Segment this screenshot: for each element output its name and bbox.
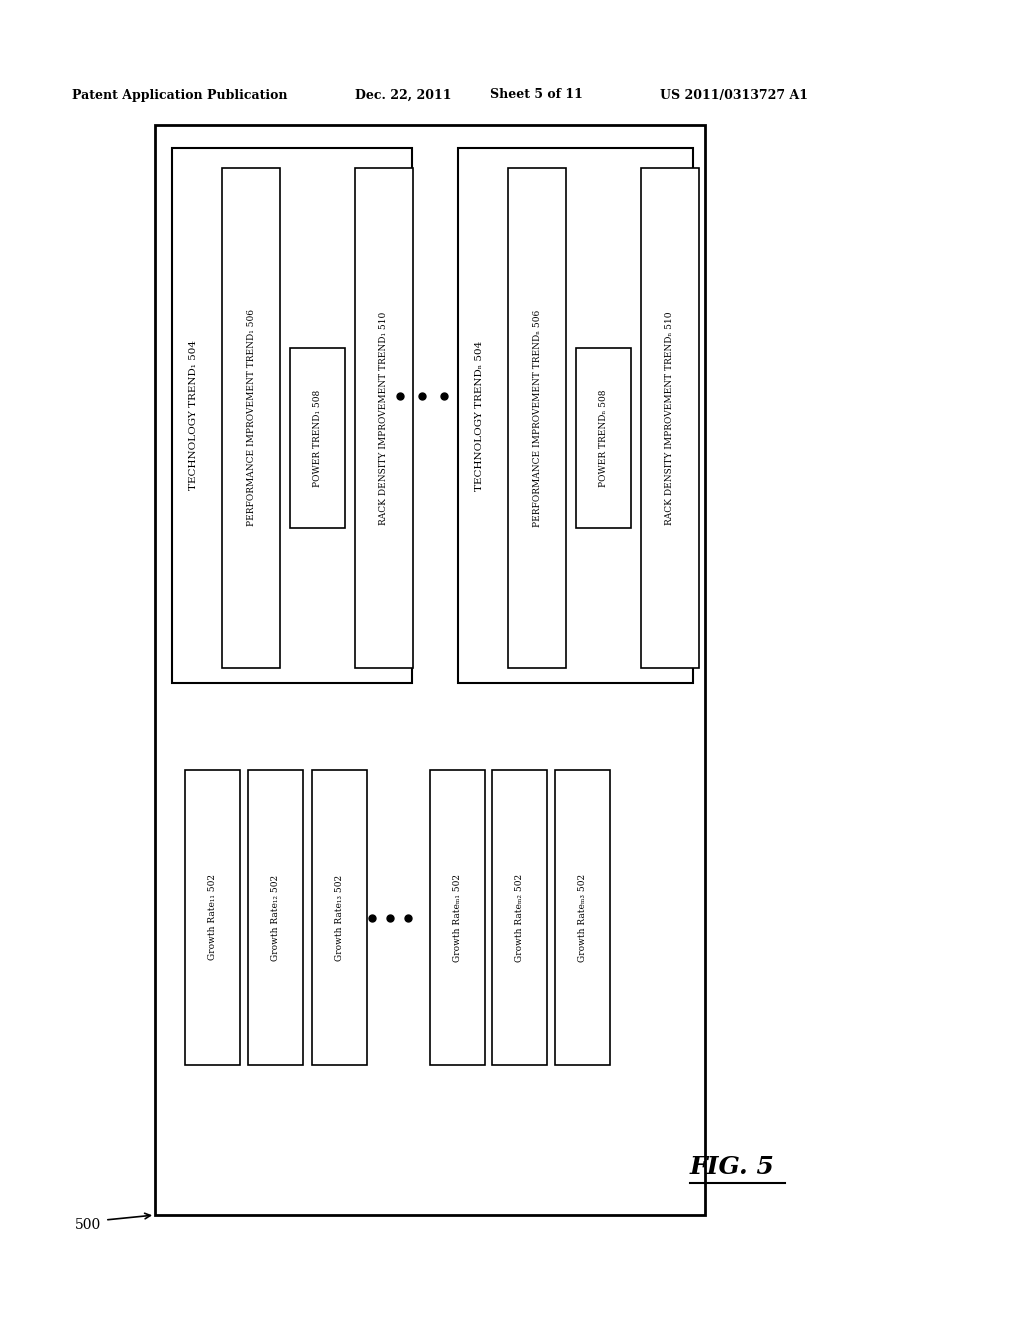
Text: PERFORMANCE IMPROVEMENT TREND₁ 506: PERFORMANCE IMPROVEMENT TREND₁ 506: [247, 309, 256, 527]
Text: RACK DENSITY IMPROVEMENT TRENDₙ 510: RACK DENSITY IMPROVEMENT TRENDₙ 510: [666, 312, 675, 525]
Text: Growth Rateₘ₂ 502: Growth Rateₘ₂ 502: [515, 874, 524, 961]
Text: Patent Application Publication: Patent Application Publication: [72, 88, 288, 102]
Bar: [155, 125, 705, 1214]
Text: 500: 500: [75, 1218, 101, 1232]
Text: Growth Rate₁₁ 502: Growth Rate₁₁ 502: [208, 874, 217, 961]
Bar: [430, 770, 485, 1065]
Text: Sheet 5 of 11: Sheet 5 of 11: [490, 88, 583, 102]
Text: POWER TREND₁ 508: POWER TREND₁ 508: [313, 389, 322, 487]
Bar: [508, 168, 566, 668]
Bar: [290, 348, 345, 528]
Text: Dec. 22, 2011: Dec. 22, 2011: [355, 88, 452, 102]
Text: POWER TRENDₙ 508: POWER TRENDₙ 508: [599, 389, 608, 487]
Text: Growth Rateₘ₃ 502: Growth Rateₘ₃ 502: [578, 874, 587, 961]
Bar: [222, 168, 280, 668]
Text: Growth Rateₘ₁ 502: Growth Rateₘ₁ 502: [453, 874, 462, 961]
Bar: [641, 168, 699, 668]
Text: FIG. 5: FIG. 5: [690, 1155, 775, 1179]
Text: US 2011/0313727 A1: US 2011/0313727 A1: [660, 88, 808, 102]
Bar: [575, 348, 631, 528]
Text: Growth Rate₁₃ 502: Growth Rate₁₃ 502: [335, 874, 344, 961]
Text: RACK DENSITY IMPROVEMENT TREND₁ 510: RACK DENSITY IMPROVEMENT TREND₁ 510: [380, 312, 388, 524]
Text: Growth Rate₁₂ 502: Growth Rate₁₂ 502: [271, 874, 280, 961]
Bar: [172, 148, 412, 682]
Bar: [312, 770, 367, 1065]
Bar: [458, 148, 693, 682]
Text: TECHNOLOGY TREND₁ 504: TECHNOLOGY TREND₁ 504: [189, 341, 199, 491]
Text: TECHNOLOGY TRENDₙ 504: TECHNOLOGY TRENDₙ 504: [475, 341, 484, 491]
Bar: [185, 770, 240, 1065]
Bar: [248, 770, 303, 1065]
Bar: [492, 770, 547, 1065]
Bar: [555, 770, 610, 1065]
Text: PERFORMANCE IMPROVEMENT TRENDₙ 506: PERFORMANCE IMPROVEMENT TRENDₙ 506: [532, 309, 542, 527]
Bar: [355, 168, 413, 668]
